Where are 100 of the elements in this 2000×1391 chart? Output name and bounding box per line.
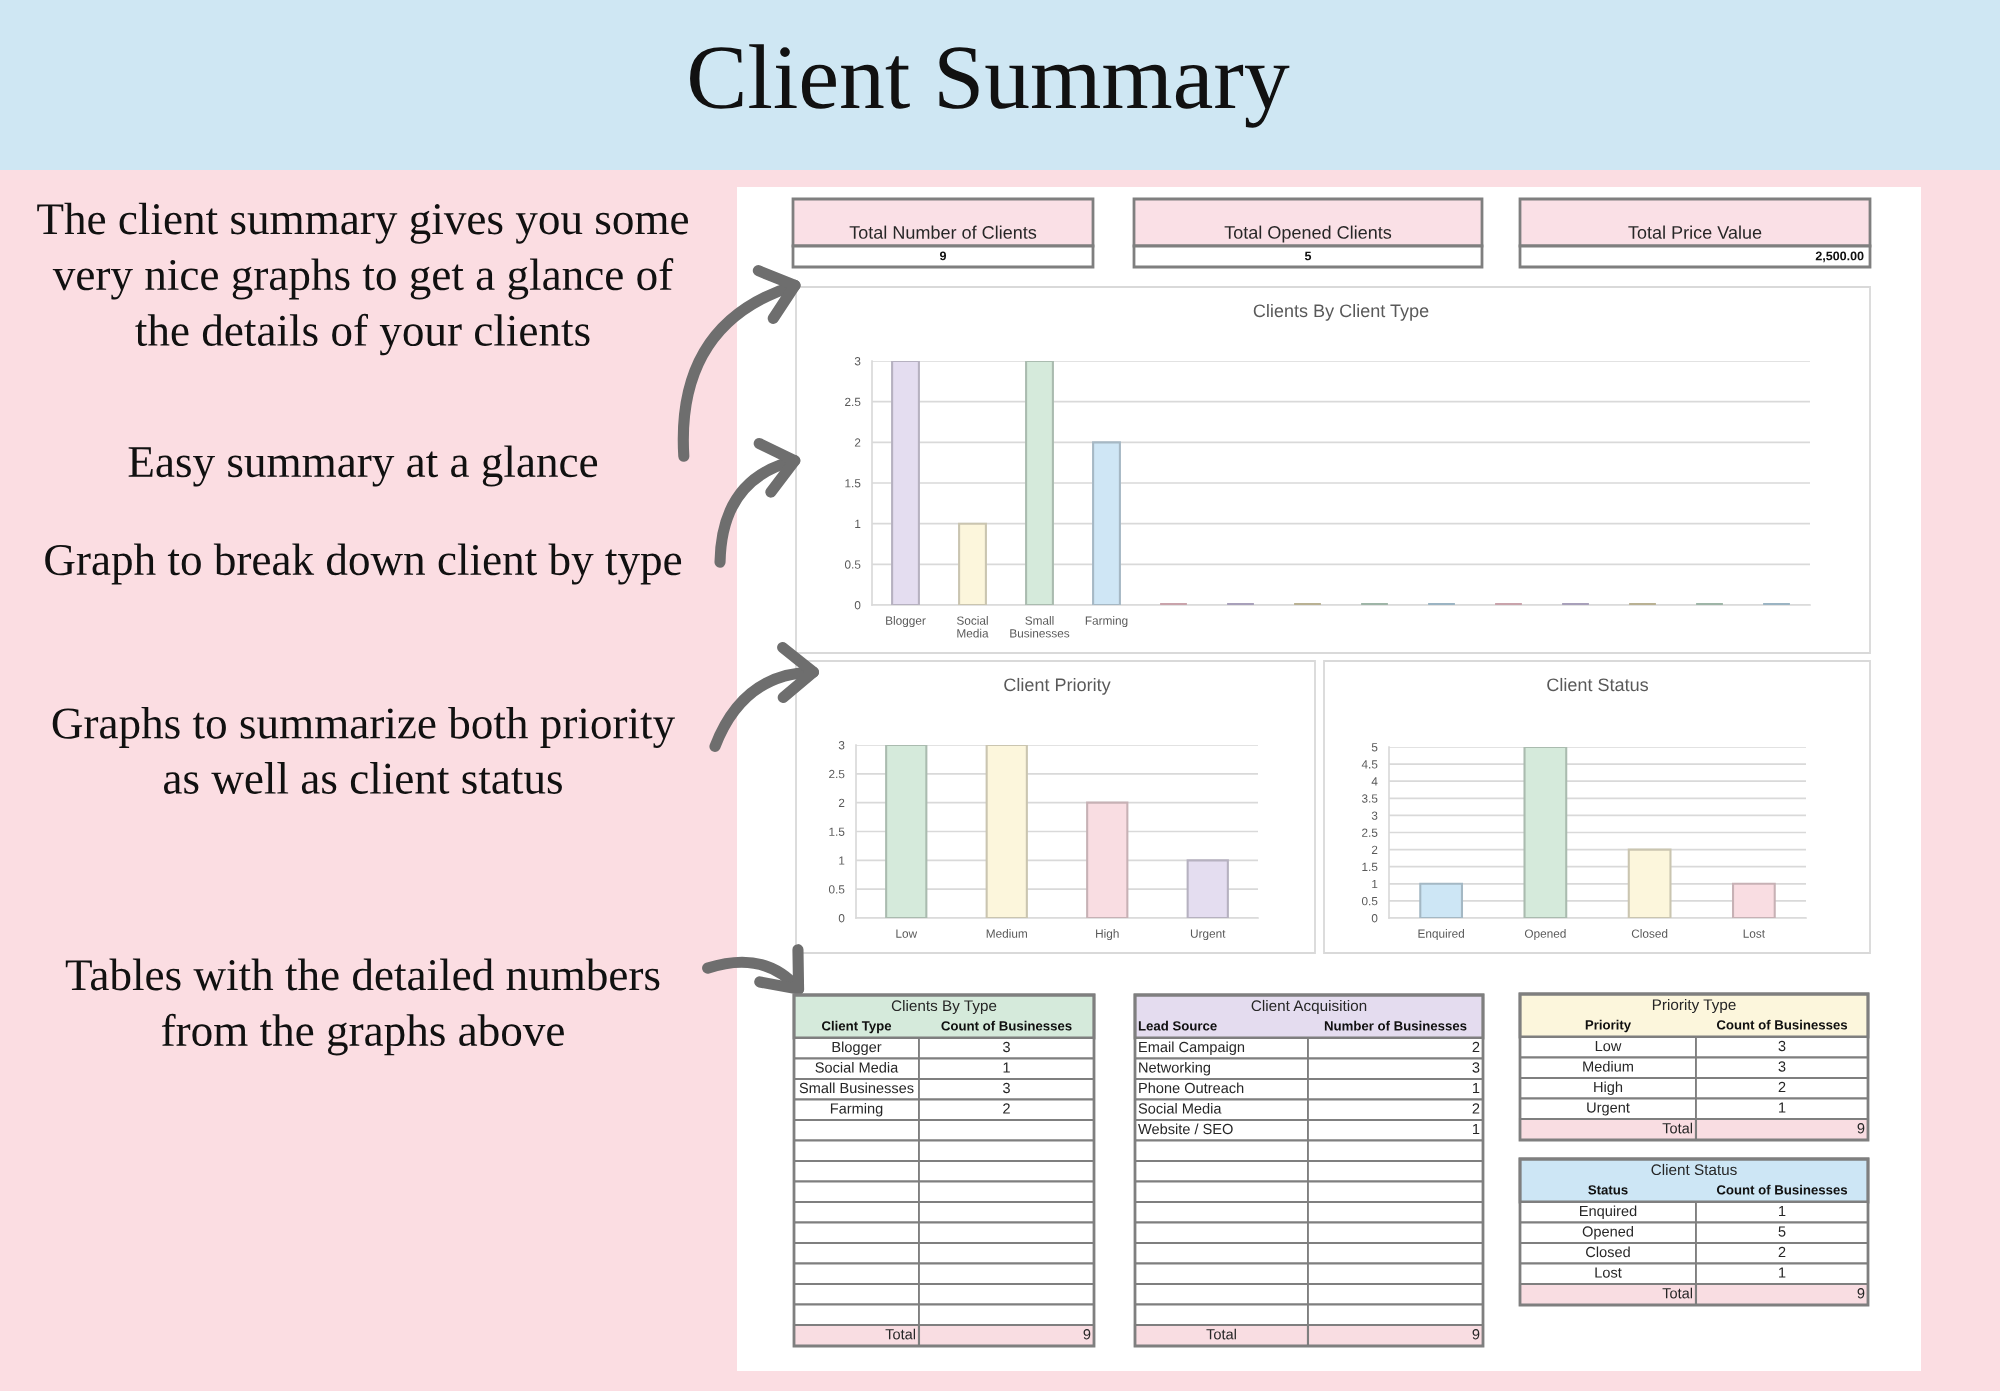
text: Clients By Type (891, 999, 997, 1015)
text: 9 (1472, 1329, 1480, 1340)
text: 9 (1083, 1329, 1091, 1340)
x-tick-label: Enquired (1418, 929, 1464, 941)
y-tick-label: 3 (1371, 811, 1378, 820)
text: The client summary gives you some very nice graphs to get a glance of the details of your clients (37, 202, 688, 356)
y-tick-label: 1 (855, 519, 861, 528)
data-label: 3 (1003, 1041, 1010, 1053)
category-label: Enquired (1580, 1205, 1637, 1220)
x-tick-label: High (1096, 929, 1119, 941)
category-label: Networking (1139, 1061, 1211, 1076)
text: 9 (1857, 1288, 1865, 1299)
data-label: 9 (939, 251, 947, 261)
data-label: 2 (1778, 1246, 1786, 1258)
data-label: 5 (1304, 251, 1312, 261)
y-tick-label: 0 (1371, 914, 1378, 923)
data-label: 1 (1473, 1082, 1480, 1094)
text: Graphs to summarize both priority as well as client status (52, 706, 675, 794)
y-tick-label: 2 (1371, 845, 1378, 854)
chart-title: Clients By Client Type (1253, 303, 1429, 321)
category-label: High (1594, 1081, 1623, 1096)
y-tick-label: 0.5 (1361, 896, 1378, 906)
x-tick-label: Urgent (1190, 929, 1226, 941)
text: Lead Source (1138, 1020, 1217, 1031)
y-tick-label: 2 (854, 438, 861, 447)
y-tick-label: 4.5 (1361, 760, 1378, 769)
chart-title: Client Priority (1004, 677, 1111, 695)
y-tick-label: 4 (1371, 777, 1378, 786)
data-label: 3 (1778, 1061, 1786, 1072)
category-label: Website / SEO (1138, 1123, 1233, 1135)
text: Count of Businesses (941, 1020, 1072, 1031)
text: Number of Businesses (1324, 1020, 1467, 1031)
data-label: 2 (1472, 1103, 1480, 1114)
category-label: Low (1595, 1040, 1622, 1052)
y-tick-label: 2.5 (829, 769, 845, 779)
category-label: Blogger (832, 1041, 882, 1056)
y-tick-label: 1 (839, 856, 845, 865)
data-label: 3 (1778, 1040, 1786, 1052)
y-tick-label: 1.5 (829, 827, 845, 836)
x-tick-label: Lost (1743, 929, 1765, 938)
data-label: 1 (1473, 1123, 1480, 1135)
category-label: Email Campaign (1139, 1041, 1245, 1056)
data-label: 2 (1778, 1081, 1786, 1093)
data-label: 1 (1003, 1062, 1010, 1073)
data-label: 5 (1778, 1226, 1786, 1237)
y-tick-label: 5 (1371, 743, 1378, 752)
text: Total (1662, 1287, 1693, 1299)
category-label: Social Media (815, 1061, 899, 1073)
x-tick-label: Blogger (886, 616, 926, 628)
text: Client Status (1651, 1163, 1737, 1176)
text: Total (1662, 1122, 1693, 1134)
y-tick-label: 2 (838, 798, 845, 807)
data-label: 2 (1472, 1041, 1480, 1053)
data-label: 1 (1779, 1267, 1786, 1278)
category-label: Medium (1583, 1060, 1633, 1072)
y-tick-label: 0.5 (828, 885, 845, 894)
text: Total (1206, 1328, 1236, 1340)
text: Graph to break down client by type (45, 543, 682, 585)
y-tick-label: 1.5 (845, 479, 861, 488)
x-tick-label: Low (896, 929, 918, 938)
y-tick-label: 3 (838, 741, 845, 750)
y-tick-label: 0 (854, 601, 861, 610)
text: 9 (1857, 1123, 1865, 1134)
x-tick-label: Opened (1524, 929, 1566, 941)
y-tick-label: 2.5 (1362, 828, 1378, 837)
data-label: 1 (1779, 1205, 1786, 1217)
category-label: Opened (1582, 1225, 1634, 1240)
text: Count of Businesses (1716, 1019, 1848, 1030)
text: Total (885, 1328, 916, 1340)
chart-title: Client Status (1547, 677, 1649, 692)
text: Priority Type (1652, 998, 1736, 1014)
x-tick-label: Small Businesses (1010, 616, 1070, 638)
text: Client Acquisition (1251, 999, 1367, 1015)
category-label: Total Opened Clients (1224, 225, 1392, 243)
text: Client Type (821, 1020, 892, 1034)
y-tick-label: 1 (1372, 879, 1378, 889)
x-tick-label: Social Media (956, 616, 989, 638)
y-tick-label: 0.5 (844, 560, 861, 569)
data-label: 3 (1472, 1062, 1480, 1073)
y-tick-label: 0 (838, 914, 845, 923)
category-label: Small Businesses (799, 1082, 914, 1094)
y-tick-label: 2.5 (845, 397, 861, 407)
text: Easy summary at a glance (128, 445, 598, 487)
category-label: Total Number of Clients (849, 225, 1037, 239)
category-label: Phone Outreach (1139, 1082, 1244, 1094)
y-tick-label: 3.5 (1361, 794, 1378, 803)
y-tick-label: 1.5 (1362, 862, 1378, 872)
data-label: 3 (1003, 1082, 1010, 1094)
x-tick-label: Farming (1085, 616, 1128, 628)
category-label: Lost (1595, 1267, 1622, 1278)
category-label: Farming (830, 1102, 883, 1117)
data-label: 2 (1003, 1103, 1010, 1114)
y-tick-label: 3 (854, 357, 861, 366)
category-label: Closed (1586, 1246, 1630, 1258)
data-label: 1 (1779, 1102, 1786, 1113)
data-label: 2,500.00 (1815, 251, 1864, 263)
x-tick-label: Medium (986, 929, 1027, 938)
category-label: Social Media (1138, 1102, 1222, 1114)
text: Status (1588, 1185, 1628, 1195)
text: Priority (1585, 1019, 1632, 1033)
